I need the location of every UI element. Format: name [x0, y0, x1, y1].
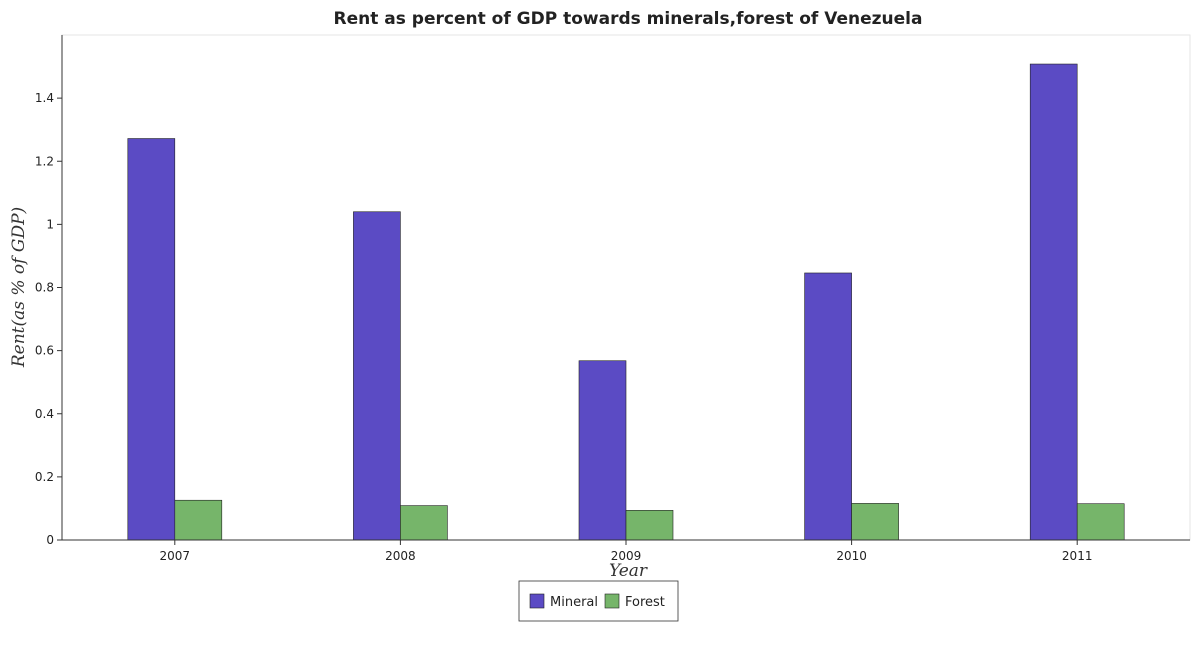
legend: Mineral Forest	[518, 580, 679, 622]
bar-forest-2007	[174, 499, 223, 541]
y-tick-label: 1.2	[35, 154, 54, 168]
bar-mineral-2007	[127, 138, 176, 541]
x-axis-label: Year	[609, 561, 648, 581]
x-tick-label: 2010	[836, 549, 867, 563]
bar-mineral-2011	[1029, 63, 1078, 541]
y-axis-label: Rent(as % of GDP)	[9, 207, 29, 368]
legend-label-mineral: Mineral	[550, 595, 598, 610]
legend-swatch-forest	[604, 593, 620, 609]
y-tick-label: 0.2	[35, 470, 54, 484]
legend-swatch-mineral	[529, 593, 545, 609]
x-axis: 2007 2008 2009 2010 2011	[62, 539, 1190, 563]
y-tick-label: 0.6	[35, 344, 54, 358]
bar-forest-2011	[1076, 503, 1125, 541]
y-tick-label: 0.4	[35, 407, 54, 421]
bar-mineral-2008	[353, 211, 401, 541]
y-axis: 0 0.2 0.4 0.6 0.8 1 1.2 1.4	[35, 35, 63, 547]
x-tick-label: 2009	[611, 549, 642, 563]
bar-forest-2010	[851, 503, 899, 541]
legend-box	[518, 580, 679, 622]
x-tick-label: 2008	[385, 549, 416, 563]
legend-label-forest: Forest	[625, 595, 665, 610]
x-tick-label: 2007	[160, 549, 191, 563]
x-tick-label: 2011	[1062, 549, 1093, 563]
y-tick-label: 1	[46, 217, 54, 231]
y-tick-label: 1.4	[35, 91, 54, 105]
bar-forest-2008	[400, 505, 448, 541]
plot-area	[61, 34, 1191, 541]
bar-forest-2009	[625, 510, 674, 541]
y-tick-label: 0	[46, 533, 54, 547]
y-tick-label: 0.8	[35, 281, 54, 295]
chart-title: Rent as percent of GDP towards minerals,…	[334, 9, 923, 29]
bar-mineral-2010	[804, 272, 852, 541]
bar-mineral-2009	[578, 360, 627, 541]
